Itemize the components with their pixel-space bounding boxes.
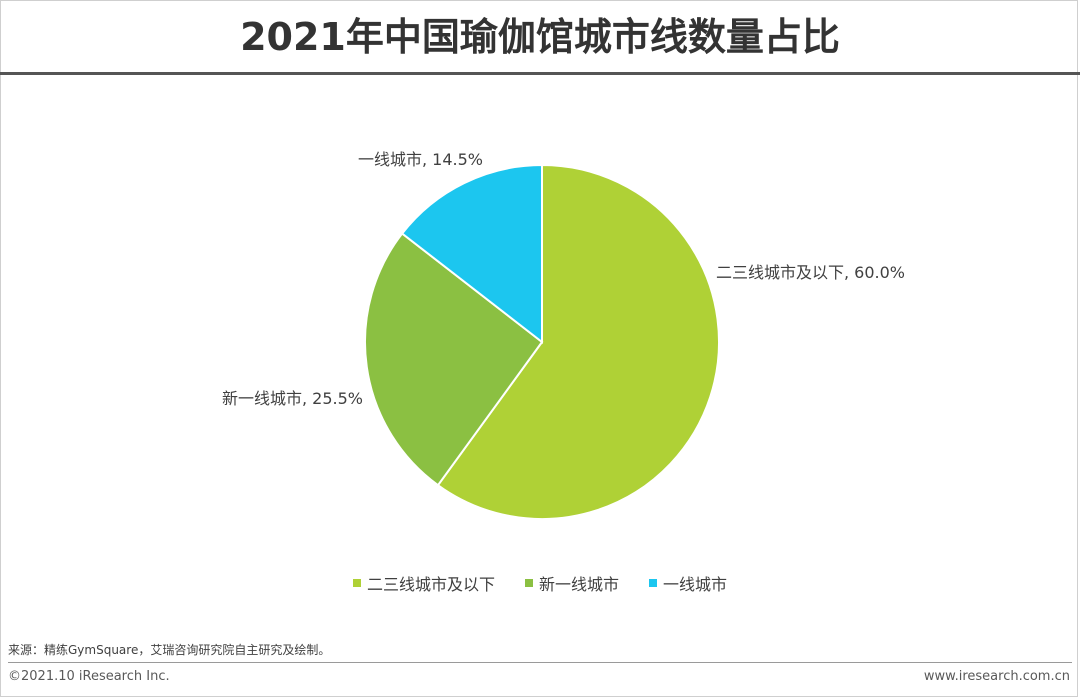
legend-swatch-tier2-3 bbox=[352, 579, 361, 587]
legend-item-tier2-3: 二三线城市及以下 bbox=[352, 571, 495, 595]
copyright-text: ©2021.10 iResearch Inc. bbox=[8, 669, 170, 684]
pie-slice-tier2-3 bbox=[436, 163, 720, 520]
legend-label-tier1: 一线城市 bbox=[663, 575, 728, 594]
source-note: 来源：精练GymSquare，艾瑞咨询研究院自主研究及绘制。 bbox=[8, 643, 331, 657]
pie-slice-tier1 bbox=[400, 163, 543, 345]
title-divider bbox=[0, 72, 1080, 75]
slice-label-tier2-3: 二三线城市及以下, 60.0% bbox=[716, 263, 905, 282]
legend-item-tier1: 一线城市 bbox=[649, 571, 727, 595]
legend-swatch-tier1 bbox=[649, 579, 657, 587]
slice-label-tier1: 一线城市, 14.5% bbox=[358, 150, 483, 169]
chart-title: 2021年中国瑜伽馆城市线数量占比 bbox=[240, 15, 840, 59]
chart-legend: 二三线城市及以下 新一线城市 一线城市 bbox=[0, 571, 1080, 595]
legend-swatch-new-tier1 bbox=[524, 579, 533, 587]
pie-slice-new-tier1 bbox=[364, 232, 544, 487]
legend-label-new-tier1: 新一线城市 bbox=[538, 575, 619, 594]
slice-label-new-tier1: 新一线城市, 25.5% bbox=[222, 389, 363, 408]
legend-item-new-tier1: 新一线城市 bbox=[524, 571, 619, 595]
website-link[interactable]: www.iresearch.com.cn bbox=[923, 669, 1070, 684]
legend-label-tier2-3: 二三线城市及以下 bbox=[366, 575, 495, 594]
footer-divider bbox=[8, 662, 1072, 663]
